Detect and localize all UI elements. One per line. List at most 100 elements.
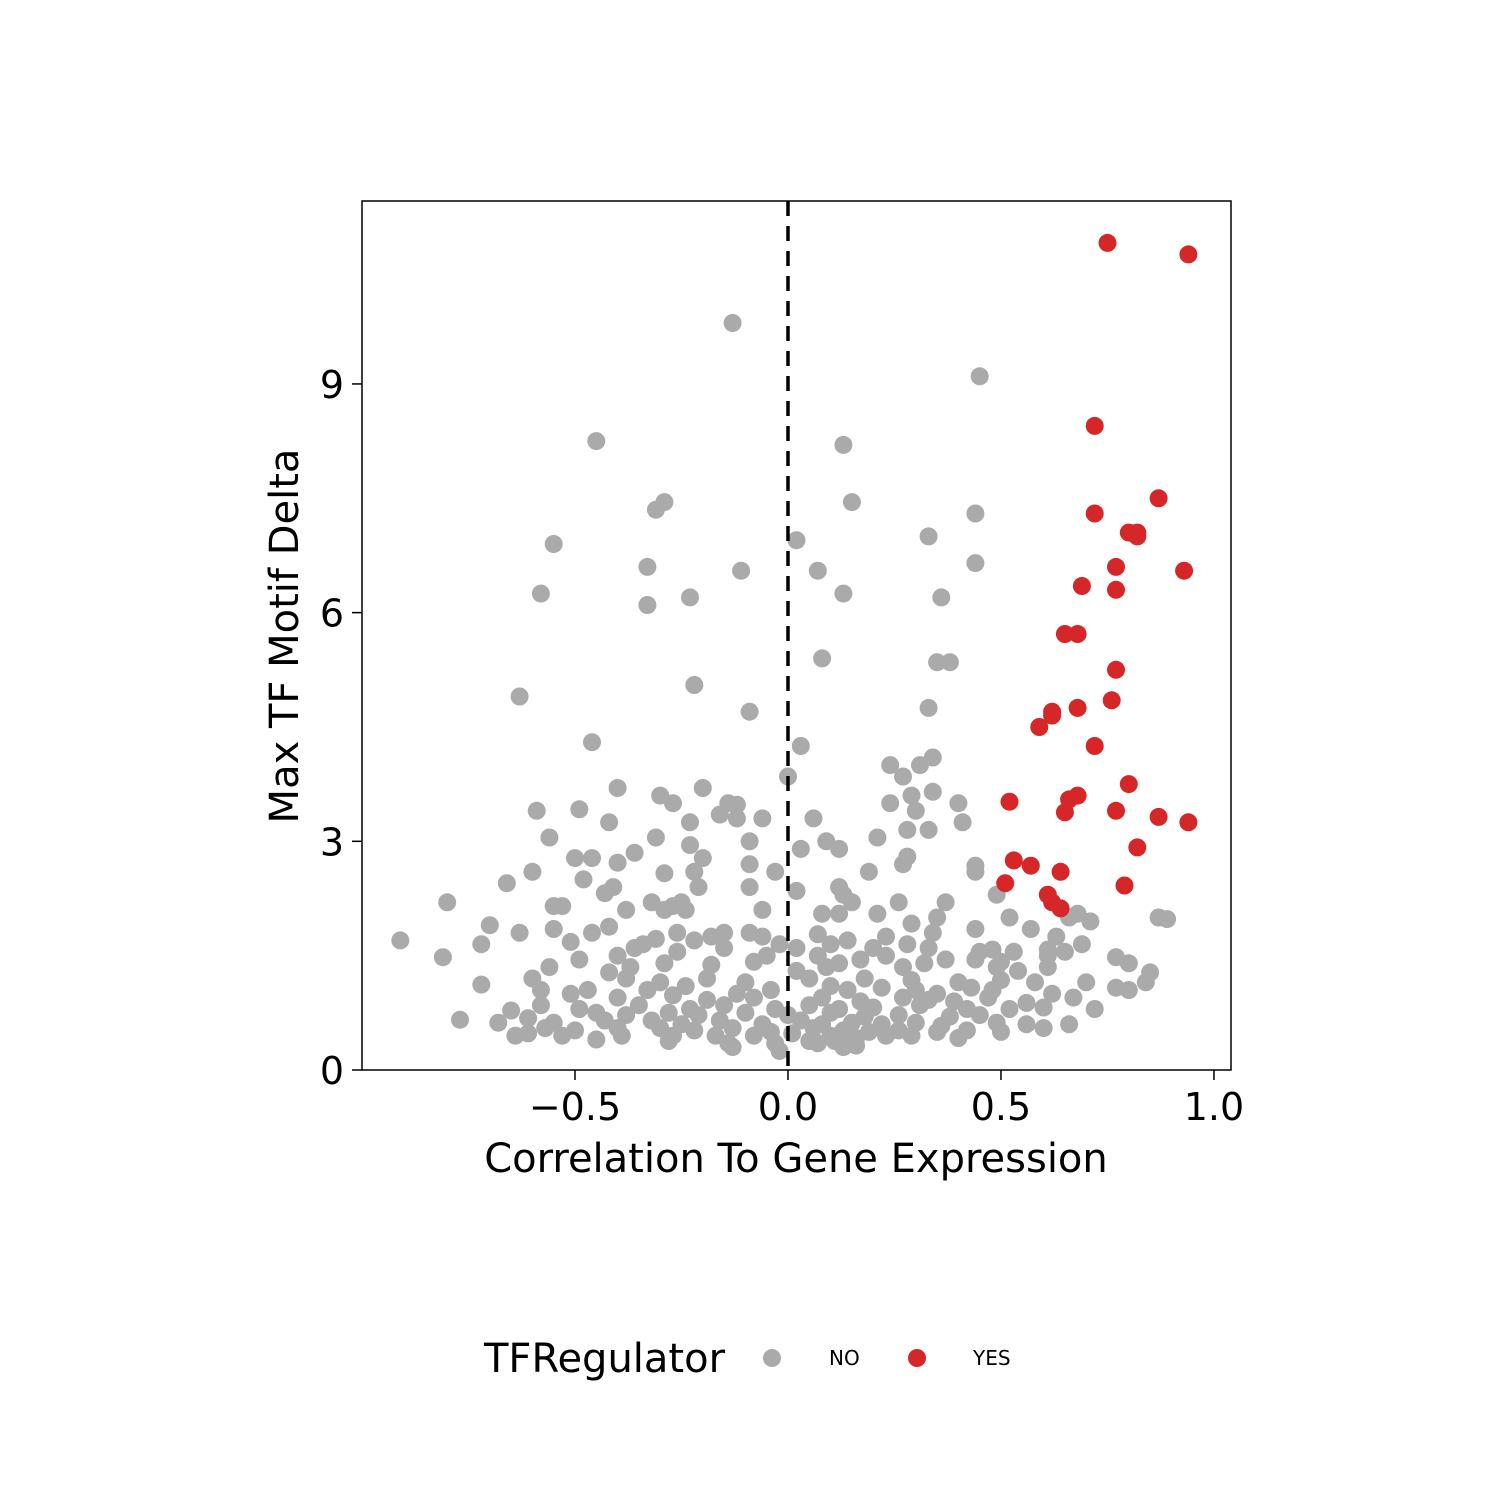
point-no-140: [898, 935, 917, 954]
point-no-222: [531, 996, 550, 1015]
point-yes-31: [1021, 856, 1040, 875]
point-yes-12: [1055, 625, 1074, 643]
point-no-136: [770, 935, 789, 954]
point-no-196: [727, 984, 746, 1003]
point-yes-9: [1175, 561, 1194, 580]
point-no-199: [838, 981, 857, 999]
point-no-191: [472, 975, 491, 994]
point-no-46: [710, 805, 729, 824]
point-no-80: [497, 874, 516, 893]
point-yes-1: [1179, 245, 1198, 264]
y-tick-label-2: 6: [320, 592, 344, 636]
point-yes-26: [1055, 803, 1074, 822]
point-no-21: [928, 653, 947, 672]
point-no-19: [932, 588, 951, 607]
point-yes-18: [1043, 706, 1062, 725]
point-no-192: [531, 981, 550, 999]
point-no-73: [523, 862, 542, 881]
point-no-125: [808, 925, 827, 944]
point-no-45: [949, 794, 968, 813]
point-no-15: [531, 584, 550, 603]
point-no-93: [889, 893, 908, 912]
point-no-245: [889, 1006, 908, 1025]
point-no-226: [715, 996, 734, 1015]
point-no-84: [787, 881, 806, 900]
point-no-167: [702, 955, 721, 974]
point-no-291: [902, 1026, 921, 1045]
point-no-210: [608, 988, 627, 1007]
point-yes-30: [1004, 851, 1023, 870]
point-no-264: [1060, 1015, 1079, 1034]
point-no-216: [894, 988, 912, 1007]
point-no-224: [629, 996, 648, 1015]
point-no-200: [872, 978, 891, 997]
point-no-150: [625, 939, 644, 957]
point-no-228: [800, 996, 819, 1015]
point-no-96: [544, 897, 563, 916]
legend-label-no: NO: [829, 1346, 860, 1370]
point-no-223: [570, 1000, 589, 1018]
point-no-16: [681, 588, 699, 607]
point-no-117: [1081, 912, 1100, 931]
point-no-55: [898, 820, 917, 839]
legend-label-yes: YES: [972, 1346, 1011, 1370]
point-no-65: [566, 849, 584, 868]
point-no-161: [1055, 942, 1074, 961]
point-no-114: [902, 914, 921, 933]
point-no-104: [868, 904, 887, 923]
point-no-13: [808, 561, 827, 580]
x-axis-title: Correlation To Gene Expression: [484, 1136, 1108, 1182]
legend-swatch-no: [763, 1349, 781, 1367]
point-no-31: [911, 756, 929, 775]
point-no-301: [770, 1041, 789, 1060]
point-no-24: [510, 687, 529, 706]
point-no-240: [689, 1006, 708, 1025]
point-no-207: [1119, 981, 1138, 999]
point-no-166: [655, 954, 674, 973]
point-no-131: [472, 935, 491, 954]
point-no-63: [625, 843, 644, 862]
point-no-74: [655, 864, 674, 883]
point-no-62: [791, 839, 810, 858]
point-no-205: [1043, 984, 1062, 1003]
point-no-156: [877, 946, 895, 965]
point-yes-7: [1128, 527, 1147, 546]
point-no-134: [646, 929, 665, 948]
y-tick-label-3: 9: [320, 363, 344, 407]
point-no-271: [723, 1019, 742, 1038]
point-yes-28: [1179, 813, 1198, 832]
point-no-105: [928, 908, 947, 927]
point-no-2: [587, 432, 606, 451]
point-no-124: [753, 927, 772, 946]
point-no-5: [646, 500, 665, 519]
point-no-126: [838, 931, 857, 950]
point-no-23: [685, 676, 704, 694]
point-no-303: [847, 1036, 866, 1055]
point-no-300: [723, 1038, 742, 1057]
point-no-118: [510, 923, 529, 942]
point-no-236: [502, 1001, 521, 1020]
point-no-157: [936, 950, 955, 969]
point-no-103: [830, 904, 849, 923]
point-yes-21: [1119, 775, 1138, 794]
point-no-25: [740, 702, 759, 721]
point-no-129: [1047, 927, 1066, 946]
point-no-83: [740, 878, 759, 897]
point-no-203: [962, 978, 981, 997]
point-no-137: [787, 939, 806, 957]
x-tick-label-2: 0.5: [971, 1085, 1031, 1129]
point-yes-25: [1107, 801, 1125, 820]
point-no-64: [681, 836, 699, 855]
point-no-20: [813, 649, 832, 668]
point-no-164: [600, 963, 619, 982]
point-no-209: [561, 984, 580, 1003]
point-no-48: [804, 809, 823, 828]
point-no-113: [544, 920, 563, 938]
point-no-66: [583, 849, 601, 868]
point-no-56: [540, 828, 559, 847]
point-no-152: [715, 939, 734, 957]
point-no-8: [787, 531, 806, 550]
point-no-101: [753, 900, 772, 919]
point-no-277: [928, 1022, 947, 1041]
point-yes-15: [1102, 691, 1121, 710]
